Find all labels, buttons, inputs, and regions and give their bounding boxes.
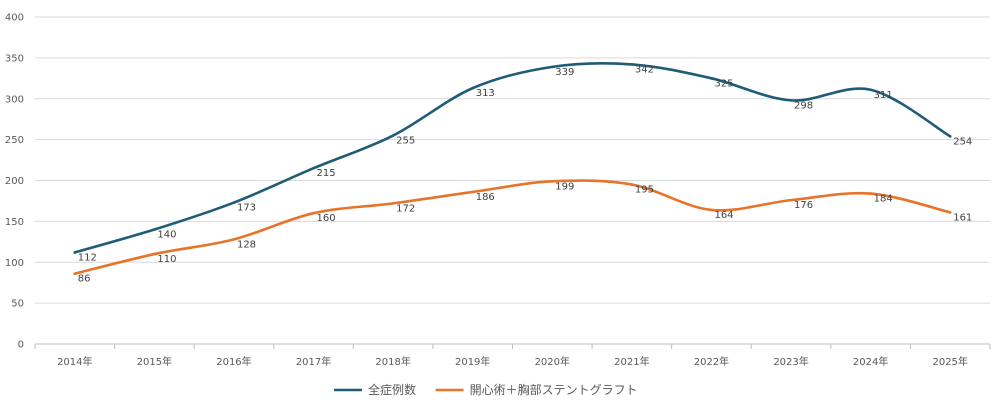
- data-point: [948, 135, 952, 138]
- data-label: 112: [78, 252, 97, 263]
- data-label: 325: [714, 78, 733, 89]
- data-point: [550, 65, 554, 69]
- series-lines: [73, 62, 952, 275]
- data-label: 186: [476, 192, 495, 203]
- legend-label-1: 全症例数: [368, 382, 416, 397]
- x-tick-label: 2016年: [216, 355, 251, 368]
- data-point: [789, 198, 793, 202]
- data-label: 255: [396, 136, 415, 147]
- y-tick-label: 200: [5, 176, 24, 187]
- data-label: 161: [953, 212, 972, 223]
- data-point: [232, 238, 236, 241]
- data-label: 160: [317, 213, 336, 224]
- data-label: 199: [555, 181, 574, 192]
- x-tick-label: 2014年: [57, 355, 92, 368]
- data-label: 342: [635, 64, 654, 75]
- series-line-2: [73, 179, 952, 275]
- y-tick-label: 400: [5, 13, 24, 24]
- data-label: 298: [794, 100, 813, 111]
- data-label: 172: [396, 203, 415, 214]
- data-label: 311: [874, 90, 893, 101]
- data-point: [312, 166, 315, 170]
- data-label: 215: [317, 168, 336, 179]
- data-label: 86: [78, 274, 91, 285]
- y-tick-label: 250: [5, 135, 24, 146]
- data-point: [789, 99, 793, 102]
- data-point: [630, 183, 634, 186]
- x-tick-label: 2021年: [614, 355, 649, 368]
- x-tick-label: 2015年: [137, 355, 172, 368]
- x-tick-label: 2022年: [694, 355, 729, 368]
- x-tick-label: 2023年: [773, 355, 808, 368]
- data-label: 173: [237, 203, 256, 214]
- data-point: [391, 202, 395, 205]
- data-point: [948, 211, 952, 214]
- legend-label-2: 開心術＋胸部ステントグラフト: [470, 382, 638, 397]
- data-label: 184: [874, 194, 893, 205]
- data-label: 164: [714, 210, 733, 221]
- data-point: [312, 211, 315, 215]
- y-tick-label: 350: [5, 53, 24, 64]
- series-line-1: [73, 62, 952, 254]
- data-label: 128: [237, 239, 256, 250]
- x-tick-label: 2018年: [375, 355, 410, 368]
- data-point: [710, 77, 713, 80]
- data-point: [869, 88, 872, 92]
- y-tick-label: 0: [18, 340, 24, 351]
- data-point: [232, 201, 236, 204]
- data-label: 110: [157, 254, 176, 265]
- x-tick-label: 2019年: [455, 355, 490, 368]
- data-label: 254: [953, 136, 972, 147]
- data-point: [73, 272, 77, 275]
- gridlines: [35, 16, 990, 304]
- data-point: [710, 208, 713, 212]
- data-point: [471, 86, 475, 90]
- data-point: [73, 251, 77, 254]
- legend: 全症例数 開心術＋胸部ステントグラフト: [334, 382, 638, 397]
- axes: 0 50 100 150 200 250 300 350 400 2014年 2015年 2016年 2…: [5, 13, 991, 368]
- y-tick-label: 300: [5, 94, 24, 105]
- data-point: [550, 180, 554, 183]
- data-label: 339: [555, 67, 574, 78]
- data-point: [391, 134, 395, 137]
- data-label: 140: [157, 230, 176, 241]
- data-point: [869, 192, 872, 195]
- data-point: [471, 190, 475, 194]
- data-point: [630, 63, 634, 66]
- x-tick-label: 2024年: [853, 355, 888, 368]
- data-label: 195: [635, 185, 654, 196]
- data-label: 313: [476, 88, 495, 99]
- x-tick-label: 2025年: [932, 355, 967, 368]
- x-tick-label: 2017年: [296, 355, 331, 368]
- data-point: [153, 252, 156, 256]
- y-tick-label: 50: [11, 299, 24, 310]
- data-labels: 112 140 173 215 255 313 339 342 325 298 311 254 86 11…: [78, 64, 973, 284]
- data-point: [153, 228, 156, 231]
- y-tick-label: 150: [5, 217, 24, 228]
- y-tick-label: 100: [5, 258, 24, 269]
- x-tick-label: 2020年: [535, 355, 570, 368]
- data-label: 176: [794, 200, 813, 211]
